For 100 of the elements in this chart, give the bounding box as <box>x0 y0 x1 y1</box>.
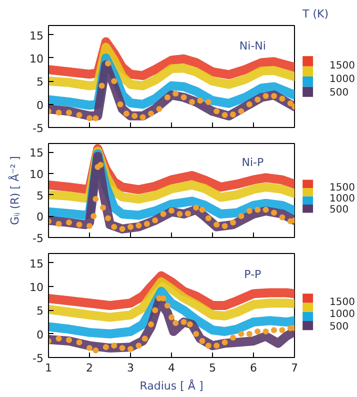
point <box>271 210 277 216</box>
point <box>144 220 150 227</box>
x-tick-label: 3 <box>127 362 134 374</box>
y-tick-label: 5 <box>36 304 44 318</box>
point <box>168 314 174 320</box>
point <box>119 226 126 232</box>
point <box>111 224 118 230</box>
text: Ni-P <box>242 156 264 169</box>
point <box>205 342 212 349</box>
text: Ni-Ni <box>239 39 266 52</box>
point <box>180 94 187 100</box>
point <box>136 342 142 349</box>
point <box>230 334 236 341</box>
point <box>119 345 126 352</box>
point <box>279 214 286 220</box>
point <box>172 320 179 326</box>
color-bar-label: 1500 <box>330 182 355 194</box>
y-tick-label: 5 <box>36 189 44 202</box>
point <box>254 206 261 213</box>
x-tick-label: 5 <box>209 362 216 374</box>
color-bar-label: 500 <box>330 204 349 216</box>
point <box>214 108 220 114</box>
x-tick-label: 6 <box>250 362 257 374</box>
point <box>262 206 269 213</box>
point <box>128 224 134 230</box>
point <box>104 60 111 67</box>
point <box>164 94 170 100</box>
point <box>66 220 72 226</box>
point <box>205 215 212 222</box>
y-tick-label: 15 <box>30 146 44 160</box>
y-tick-label: 10 <box>30 281 44 294</box>
point <box>238 330 244 337</box>
point <box>66 337 72 344</box>
point <box>98 82 105 89</box>
x-tick-label: 2 <box>86 362 93 374</box>
point <box>111 78 118 84</box>
point <box>205 99 212 105</box>
x-tick-label: 7 <box>291 362 298 374</box>
point <box>279 327 286 334</box>
point <box>164 302 170 308</box>
color-bar-title: T (K) <box>302 8 329 20</box>
point <box>238 213 244 220</box>
y-tick-label: -5 <box>32 122 44 135</box>
point <box>56 220 62 227</box>
y-tick-label: 10 <box>30 52 44 66</box>
point <box>271 327 277 334</box>
point <box>92 115 99 122</box>
point <box>148 110 154 117</box>
y-tick-label: 5 <box>36 76 44 89</box>
point <box>262 328 269 334</box>
color-bar-label: 500 <box>330 321 349 332</box>
point <box>102 344 109 350</box>
point <box>76 222 82 228</box>
point <box>193 204 200 211</box>
color-bar-label: 500 <box>330 87 349 98</box>
point <box>230 112 236 118</box>
point <box>100 204 106 211</box>
point <box>199 206 206 213</box>
x-tick-label: 1 <box>45 362 52 374</box>
point <box>246 330 252 337</box>
point <box>184 210 191 217</box>
y-tick-label: 15 <box>30 257 44 270</box>
point <box>271 92 277 99</box>
point <box>66 110 72 116</box>
color-bar-label: 1000 <box>330 74 355 85</box>
point <box>152 307 158 314</box>
point <box>92 347 99 354</box>
color-bar-label: 1500 <box>330 60 355 72</box>
point <box>98 162 104 168</box>
point <box>222 112 228 118</box>
color-bar-label: 1000 <box>330 309 355 320</box>
y-tick-label: 0 <box>36 328 44 342</box>
point <box>104 215 111 222</box>
point <box>132 112 138 119</box>
point <box>111 342 118 349</box>
y-tick-label: 0 <box>36 210 44 224</box>
point <box>76 339 82 346</box>
point <box>189 99 195 105</box>
y-tick-label: -5 <box>32 352 44 365</box>
point <box>142 336 148 342</box>
point <box>214 222 220 228</box>
color-bar-label: 1500 <box>330 296 355 308</box>
point <box>160 211 166 217</box>
point <box>86 222 92 229</box>
point <box>262 92 269 99</box>
point <box>152 217 158 224</box>
point <box>117 101 124 108</box>
point <box>238 108 244 114</box>
point <box>168 208 174 214</box>
point <box>180 319 187 326</box>
y-tick-label: 0 <box>36 98 44 112</box>
point <box>136 222 142 229</box>
point <box>197 98 204 104</box>
point <box>222 222 228 229</box>
point <box>123 110 130 117</box>
color-bar-label: 1000 <box>330 193 355 204</box>
point <box>254 96 261 103</box>
text: P-P <box>244 268 262 281</box>
point <box>140 114 146 120</box>
point <box>56 110 62 116</box>
